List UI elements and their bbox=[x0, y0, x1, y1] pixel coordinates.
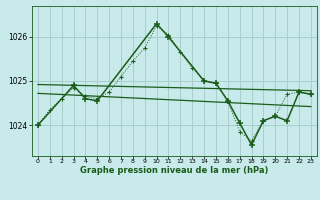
X-axis label: Graphe pression niveau de la mer (hPa): Graphe pression niveau de la mer (hPa) bbox=[80, 166, 268, 175]
